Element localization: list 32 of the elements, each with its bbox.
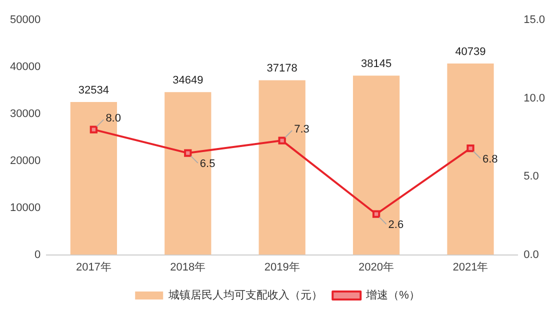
data-label: 40739 xyxy=(455,46,486,58)
data-label: 38145 xyxy=(360,58,392,70)
data-label: 7.3 xyxy=(294,124,310,136)
x-tick-label: 2017年 xyxy=(76,261,112,274)
y-tick-label: 0 xyxy=(34,248,41,261)
data-label: 32534 xyxy=(78,84,109,97)
data-label: 6.8 xyxy=(482,153,498,166)
y-tick-label: 30000 xyxy=(10,108,41,120)
data-label: 37178 xyxy=(266,62,298,75)
y2-tick-label: 5.0 xyxy=(524,170,539,183)
y-tick-label: 40000 xyxy=(10,60,41,73)
y2-tick-label: 10.0 xyxy=(524,92,546,104)
x-tick-label: 2020年 xyxy=(358,261,394,274)
data-label: 2.6 xyxy=(388,219,404,232)
y-tick-label: 50000 xyxy=(10,14,41,26)
legend-label: 城镇居民人均可支配收入（元） xyxy=(168,288,323,302)
point xyxy=(90,126,98,134)
x-tick-label: 2021年 xyxy=(452,261,488,274)
point xyxy=(466,144,474,152)
y-tick-label: 10000 xyxy=(10,202,41,214)
x-tick-label: 2019年 xyxy=(264,261,300,274)
point xyxy=(184,149,192,157)
x-tick-label: 2018年 xyxy=(170,261,206,274)
point xyxy=(372,210,380,218)
y2-tick-label: 0.0 xyxy=(524,248,539,261)
data-label: 34649 xyxy=(172,74,204,87)
point xyxy=(278,136,286,144)
y-tick-label: 20000 xyxy=(10,154,41,167)
legend-label: 增速（%） xyxy=(365,288,420,302)
y2-tick-label: 15.0 xyxy=(524,14,546,26)
data-label: 6.5 xyxy=(200,158,216,170)
data-label: 8.0 xyxy=(106,112,121,125)
